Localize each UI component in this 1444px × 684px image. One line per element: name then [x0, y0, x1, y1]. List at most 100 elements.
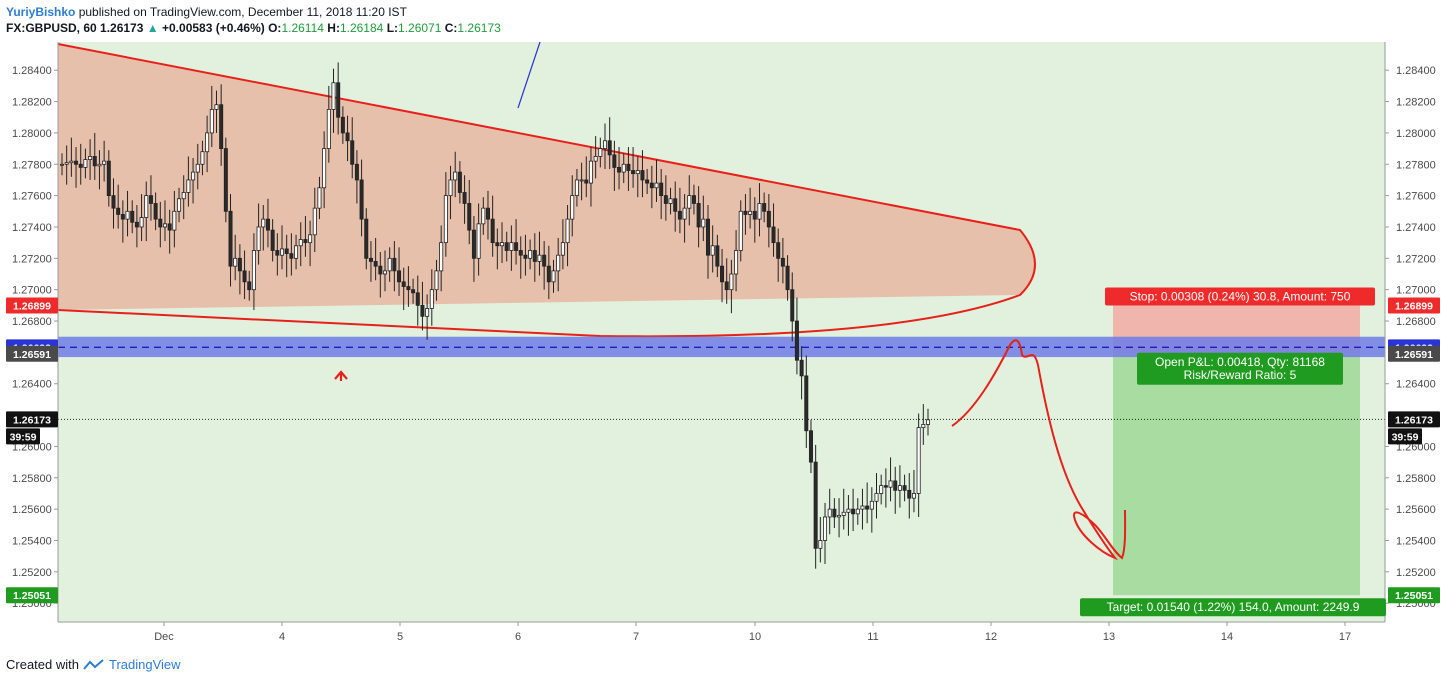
candle	[195, 143, 200, 190]
candle-body	[799, 359, 804, 377]
take-profit-zone[interactable]	[1113, 353, 1360, 596]
candle	[879, 474, 884, 505]
candle	[794, 297, 799, 375]
time-axis[interactable]: Dec 4 5 6 7 10 11 12 13 14 17	[58, 621, 1385, 643]
candle-body	[490, 218, 495, 244]
author-link[interactable]: YuriyBishko	[6, 5, 76, 19]
candle-body	[83, 159, 88, 168]
left-price-axis[interactable]: 1.28400 1.28200 1.28000 1.27800 1.27600 1.274…	[12, 42, 59, 622]
candle-body	[846, 508, 851, 513]
candle-body	[284, 248, 289, 255]
candle-body	[256, 226, 261, 251]
candle-body	[818, 540, 823, 549]
candle-body	[162, 223, 167, 228]
candle	[720, 248, 725, 303]
y-tick-label: 1.26800	[12, 316, 52, 328]
candle-body	[354, 163, 359, 181]
x-tick-label: 5	[397, 631, 403, 643]
candle-body	[893, 480, 898, 491]
candle	[308, 220, 313, 267]
candle-body	[752, 210, 757, 220]
candle	[167, 209, 172, 254]
candle-body	[603, 140, 608, 149]
y-tick-label: 1.25600	[1396, 504, 1436, 516]
candle	[485, 190, 490, 240]
candle	[926, 408, 931, 436]
candle-body	[654, 182, 659, 189]
open-label: O:	[268, 21, 282, 35]
candle-body	[911, 493, 916, 499]
candle	[663, 175, 668, 221]
candle-body	[551, 270, 556, 283]
price-badge-bg	[1388, 411, 1440, 428]
candle	[78, 143, 83, 185]
candle-body	[902, 485, 907, 491]
candle	[415, 275, 420, 326]
candle-body	[191, 171, 196, 181]
candle-body	[144, 195, 149, 218]
candle-body	[757, 203, 762, 220]
price-badge-text: 1.26899	[1395, 301, 1433, 313]
y-tick-label: 1.28400	[12, 65, 52, 77]
candle-body	[827, 508, 832, 518]
candle-body	[120, 214, 125, 220]
candle	[574, 168, 579, 207]
candle-body	[294, 245, 299, 259]
tradingview-link[interactable]: TradingView	[108, 657, 181, 672]
candle-body	[382, 270, 387, 275]
candle	[715, 234, 720, 278]
candle	[579, 162, 584, 201]
candle-body	[373, 261, 378, 267]
y-tick-label: 1.27400	[12, 222, 52, 234]
candle	[827, 488, 832, 535]
forecast-drawing[interactable]	[951, 339, 1127, 561]
candle-body	[879, 485, 884, 494]
candle	[762, 192, 767, 223]
right-price-axis[interactable]: 1.28400 1.28200 1.28000 1.27800 1.27600 1.274…	[1384, 42, 1436, 622]
candle-body	[158, 218, 163, 228]
candle-body	[865, 505, 870, 510]
candle-body	[88, 156, 93, 160]
trend-line[interactable]	[517, 41, 541, 109]
candle	[846, 495, 851, 536]
candle	[851, 488, 856, 532]
candle-body	[916, 427, 921, 494]
candle	[640, 150, 645, 198]
candle-body	[532, 250, 537, 262]
target-label-text: Target: 0.01540 (1.22%) 154.0, Amount: 2…	[1107, 600, 1360, 614]
candle-body	[874, 493, 879, 502]
candle-body	[813, 461, 818, 549]
candle-body	[233, 257, 238, 267]
candle-body	[926, 419, 931, 425]
candle	[743, 194, 748, 235]
candle	[621, 153, 626, 184]
price-badge: 1.26899	[6, 297, 58, 314]
candle	[612, 140, 617, 191]
candle-body	[387, 257, 392, 272]
candle	[869, 487, 874, 533]
candle	[289, 233, 294, 276]
price-badge: 39:59	[1388, 428, 1422, 445]
candle-body	[776, 242, 781, 259]
candle-body	[317, 187, 322, 209]
position-labels: Stop: 0.00308 (0.24%) 30.8, Amount: 750 …	[1080, 287, 1386, 617]
candle	[617, 147, 622, 190]
candle-body	[682, 207, 687, 220]
candle	[808, 419, 813, 474]
high-label: H:	[327, 21, 340, 35]
candle-body	[691, 195, 696, 204]
x-tick-label: 17	[1339, 631, 1351, 643]
price-badge-text: 1.25051	[1395, 590, 1433, 602]
candle-body	[921, 424, 926, 429]
candle-body	[481, 207, 486, 225]
candle	[518, 236, 523, 279]
candle	[696, 186, 701, 248]
candle-body	[701, 218, 706, 228]
candle	[429, 269, 434, 326]
candle	[654, 159, 659, 202]
close-value: 1.26173	[457, 21, 501, 35]
open-pl-label	[1137, 352, 1343, 385]
y-tick-label: 1.25400	[12, 535, 52, 547]
candle	[434, 259, 439, 301]
